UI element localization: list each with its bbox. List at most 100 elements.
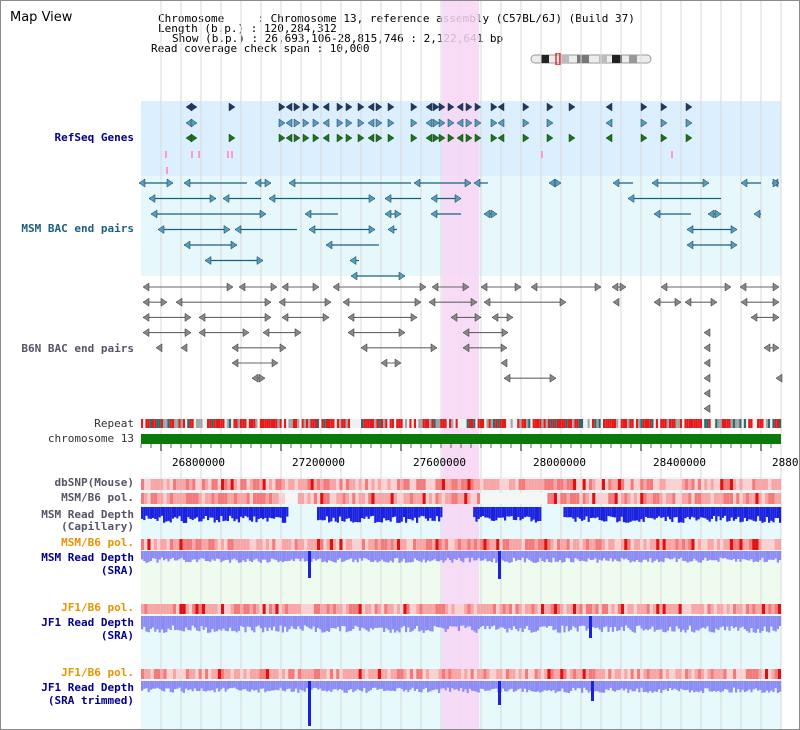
b6n-bac-end: [619, 282, 627, 292]
read-depth-bar: [350, 616, 353, 631]
read-depth-bar: [649, 507, 652, 518]
msm-bac-end-pairs-label[interactable]: MSM BAC end pairs: [21, 222, 134, 235]
polymorphism-mark: [547, 669, 551, 679]
polymorphism-mark: [448, 539, 452, 550]
read-depth-bar: [633, 681, 636, 692]
jf1-b6-pol-label[interactable]: JF1/B6 pol.: [61, 601, 134, 614]
repeat-mark: [248, 419, 251, 428]
polymorphism-mark: [688, 493, 692, 504]
repeat-mark: [512, 419, 515, 428]
read-depth-bar: [376, 551, 379, 563]
read-depth-bar: [583, 507, 586, 520]
read-depth-bar: [614, 551, 617, 560]
msm-bac-end: [686, 225, 694, 234]
polymorphism-mark: [198, 493, 202, 504]
repeat-mark: [763, 419, 766, 428]
polymorphism-mark: [726, 479, 730, 490]
polymorphism-mark: [288, 479, 292, 490]
read-depth-bar: [750, 507, 753, 520]
polymorphism-mark: [230, 479, 234, 490]
read-depth-bar: [259, 681, 262, 689]
repeat-mark: [622, 419, 625, 428]
read-depth-bar: [187, 507, 190, 518]
read-depth-bar: [438, 681, 441, 693]
refseq-gene: [345, 118, 353, 128]
read-depth-bar: [325, 616, 328, 631]
read-depth-bar: [420, 551, 423, 563]
msm-bac-end: [730, 240, 738, 250]
jf1-read-depth-sra-label[interactable]: JF1 Read Depth: [41, 616, 134, 629]
polymorphism-mark: [496, 493, 500, 504]
read-depth-bar: [235, 507, 238, 520]
b6n-bac-end-pairs-label[interactable]: B6N BAC end pairs: [21, 342, 134, 355]
b6n-bac-end: [175, 297, 183, 307]
read-depth-bar: [666, 681, 669, 692]
read-depth-bar: [314, 616, 317, 633]
read-depth-bar: [374, 616, 377, 628]
polymorphism-mark: [505, 604, 509, 614]
read-depth-bar: [589, 681, 592, 692]
msm-read-depth-sra-label[interactable]: MSM Read Depth: [41, 551, 134, 564]
msm-read-depth-capillary-label[interactable]: MSM Read Depth: [41, 508, 134, 521]
polymorphism-mark: [694, 669, 698, 679]
polymorphism-mark: [694, 604, 698, 614]
repeat-mark: [345, 419, 348, 428]
refseq-gene: [432, 118, 440, 128]
polymorphism-mark: [432, 493, 436, 504]
repeat-mark: [174, 419, 177, 428]
read-depth-bar: [394, 551, 397, 559]
read-depth-bar: [563, 681, 566, 693]
read-depth-bar: [640, 507, 643, 520]
read-depth-bar: [460, 616, 463, 626]
polymorphism-mark: [329, 604, 333, 614]
read-depth-bar: [341, 551, 344, 563]
jf1-b6-pol-trimmed-label[interactable]: JF1/B6 pol.: [61, 666, 134, 679]
polymorphism-mark: [473, 479, 477, 490]
msm-bac-end: [730, 225, 738, 234]
refseq-genes-label[interactable]: RefSeq Genes: [54, 131, 134, 144]
read-depth-bar: [754, 616, 757, 633]
read-depth-bar: [229, 616, 232, 628]
polymorphism-mark: [150, 669, 154, 679]
msm-b6-pol-label[interactable]: MSM/B6 pol.: [61, 491, 134, 504]
polymorphism-mark: [701, 669, 705, 679]
polymorphism-mark: [749, 539, 753, 550]
repeat-label[interactable]: Repeat: [94, 417, 134, 430]
repeat-mark: [369, 419, 372, 428]
read-depth-bar: [411, 616, 414, 631]
repeat-mark: [435, 419, 438, 428]
read-depth-bar: [354, 616, 357, 626]
polymorphism-mark: [704, 479, 708, 490]
refseq-gene: [447, 118, 455, 128]
refseq-gene: [293, 102, 301, 112]
polymorphism-mark: [585, 479, 589, 490]
repeat-mark: [526, 419, 529, 428]
read-depth-bar: [741, 507, 744, 522]
refseq-gene: [447, 102, 455, 112]
polymorphism-mark: [381, 479, 385, 490]
jf1-read-depth-trimmed-label[interactable]: JF1 Read Depth: [41, 681, 134, 694]
polymorphism-mark: [237, 604, 241, 614]
polymorphism-mark: [384, 493, 388, 504]
polymorphism-mark: [665, 539, 669, 550]
polymorphism-mark: [739, 493, 743, 504]
msm-b6-pol-sra-label[interactable]: MSM/B6 pol.: [61, 536, 134, 549]
read-depth-bar: [259, 551, 262, 563]
repeat-mark: [231, 419, 234, 428]
read-depth-bar: [402, 681, 405, 692]
polymorphism-mark: [627, 669, 631, 679]
read-depth-bar: [347, 681, 350, 691]
read-depth-bar: [488, 507, 491, 519]
read-depth-bar: [757, 616, 760, 629]
read-depth-bar: [603, 551, 606, 559]
read-depth-bar: [438, 551, 441, 562]
repeat-mark: [220, 419, 223, 428]
repeat-mark: [482, 419, 485, 428]
polymorphism-mark: [467, 604, 471, 614]
polymorphism-mark: [301, 604, 305, 614]
polymorphism-mark: [765, 539, 769, 550]
polymorphism-mark: [518, 604, 522, 614]
read-depth-bar: [770, 681, 773, 691]
dbsnp-label[interactable]: dbSNP(Mouse): [54, 476, 134, 489]
